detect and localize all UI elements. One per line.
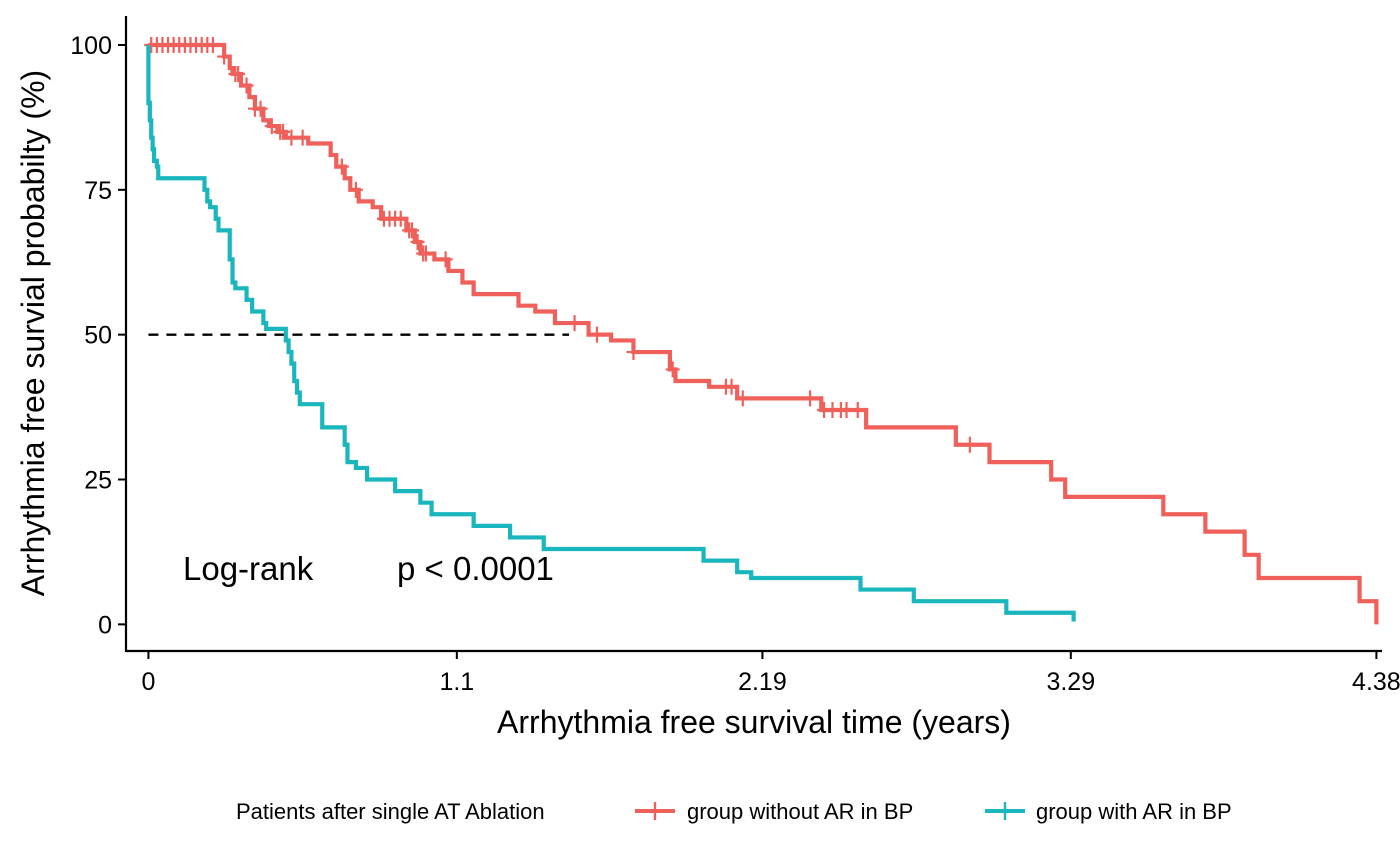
censor-mark [590,326,604,343]
legend-key-group-with [985,802,1025,820]
censor-mark [724,378,739,395]
censor-mark [962,436,977,453]
x-tick-label: 1.1 [439,668,474,696]
y-tick-label: 0 [98,611,112,639]
censor-mark [348,181,363,198]
legend: Patients after single AT Ablation group … [236,799,1232,824]
censor-mark [735,390,750,407]
y-tick-label: 100 [70,32,112,60]
censor-mark [205,36,220,53]
censor-mark [410,233,425,250]
censor-mark [264,118,279,135]
x-axis-title: Arrhythmia free survival time (years) [497,704,1011,740]
x-tick-label: 3.29 [1046,668,1095,696]
legend-key-group-without [635,802,675,820]
censor-mark [334,158,349,175]
censor-mark [217,48,232,65]
censor-mark [665,361,680,378]
censor-mark [438,251,453,268]
series-group [144,36,1379,625]
censor-mark [239,77,254,94]
legend-label-group-with: group with AR in BP [1036,799,1232,824]
censor-mark [295,129,310,146]
log-rank-label: Log-rank [183,550,314,587]
censor-mark [393,210,408,227]
censor-mark [803,390,818,407]
x-tick-label: 0 [141,668,155,696]
censor-mark [850,401,865,418]
p-value-label: p < 0.0001 [397,550,554,587]
legend-title: Patients after single AT Ablation [236,799,545,824]
censor-mark [567,315,582,332]
censor-mark [253,100,268,117]
y-axis-title: Arrhythmia free survial probabilty (%) [15,70,51,596]
x-tick-label: 2.19 [738,668,787,696]
y-tick-label: 75 [84,177,112,205]
y-tick-label: 25 [84,467,112,495]
censor-mark [276,123,290,140]
censor-mark [404,222,419,239]
censor-mark [418,245,433,262]
censor-mark [231,65,246,82]
legend-label-group-without: group without AR in BP [687,799,913,824]
x-tick-label: 4.38 [1352,668,1400,696]
y-tick-label: 50 [84,322,112,350]
survival-curve-group-with [146,44,1076,622]
censor-mark [626,344,641,361]
tick-group: 0 1.1 2.19 3.29 4.38 0 25 50 75 100 [70,32,1400,696]
